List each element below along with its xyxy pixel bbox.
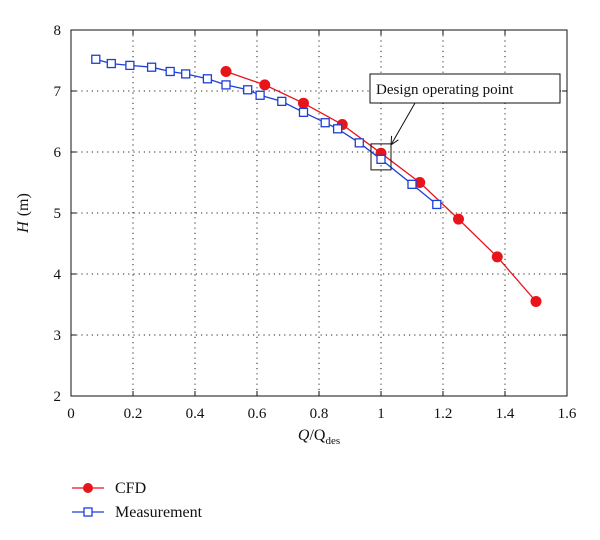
x-tick-label-4: 0.8 xyxy=(310,406,329,422)
grid xyxy=(71,30,567,396)
point-measurement-14 xyxy=(354,138,364,148)
point-measurement-0 xyxy=(91,54,101,64)
point-measurement-16 xyxy=(407,179,417,189)
x-tick-label-8: 1.6 xyxy=(558,406,577,422)
legend: CFD Measurement xyxy=(72,480,203,521)
y-axis-title-h: H xyxy=(15,220,32,234)
point-measurement-8 xyxy=(243,85,253,95)
y-tick-label-2: 4 xyxy=(54,267,62,283)
x-tick-label-6: 1.2 xyxy=(434,406,453,422)
legend-marker-measurement xyxy=(83,507,93,517)
point-measurement-5 xyxy=(181,69,191,79)
y-tick-label-0: 2 xyxy=(54,389,62,405)
y-axis-title: H (m) xyxy=(15,193,32,234)
x-tick-label-5: 1 xyxy=(377,406,385,422)
legend-marker-cfd xyxy=(83,483,93,493)
y-axis-title-unit: (m) xyxy=(15,193,32,216)
point-measurement-13 xyxy=(332,124,343,134)
y-tick-label-6: 8 xyxy=(54,23,62,39)
x-tick-label-7: 1.4 xyxy=(496,406,515,422)
point-cfd-2 xyxy=(298,97,309,109)
point-cfd-6 xyxy=(453,213,464,225)
x-axis-title-sub: des xyxy=(325,435,340,447)
x-tick-label-1: 0.2 xyxy=(124,406,143,422)
y-tick-label-1: 3 xyxy=(54,328,62,344)
x-axis-title-slash: / xyxy=(309,427,314,444)
y-tick-label-3: 5 xyxy=(54,206,62,222)
point-measurement-9 xyxy=(255,90,265,100)
point-measurement-10 xyxy=(277,96,287,107)
legend-item-cfd: CFD xyxy=(72,480,146,497)
annotation-arrow xyxy=(390,102,416,146)
series-measurement xyxy=(91,54,442,210)
annotation-text: Design operating point xyxy=(376,82,514,98)
point-measurement-1 xyxy=(106,58,116,69)
point-cfd-1 xyxy=(259,79,271,91)
point-measurement-15 xyxy=(376,154,386,164)
annotation-design-point: Design operating point xyxy=(369,73,561,171)
y-tick-label-4: 6 xyxy=(54,145,62,161)
tick-layer: 0 0.2 0.4 0.6 0.8 1 1.2 1.4 1.6 2 3 4 5 6 7 8 xyxy=(54,23,577,422)
x-tick-label-3: 0.6 xyxy=(248,406,267,422)
annotation-arrowhead xyxy=(390,135,399,146)
point-measurement-11 xyxy=(298,107,309,117)
point-measurement-12 xyxy=(320,118,330,128)
point-measurement-4 xyxy=(165,66,175,77)
point-measurement-2 xyxy=(125,60,135,71)
point-measurement-7 xyxy=(221,80,231,90)
x-tick-label-0: 0 xyxy=(67,406,75,422)
x-axis-title-denom: Q xyxy=(314,427,326,444)
y-tick-label-5: 7 xyxy=(54,84,62,100)
legend-item-measurement: Measurement xyxy=(72,504,203,521)
legend-label-cfd: CFD xyxy=(115,480,146,497)
point-cfd-0 xyxy=(220,65,232,77)
annotation-target-box xyxy=(370,143,392,171)
x-axis-title: Q/Qdes xyxy=(298,427,340,447)
point-measurement-17 xyxy=(432,199,442,210)
x-tick-label-2: 0.4 xyxy=(186,406,205,422)
annotation-box xyxy=(369,73,561,104)
point-cfd-7 xyxy=(491,251,503,263)
point-measurement-6 xyxy=(202,74,213,84)
x-axis-title-q: Q xyxy=(298,427,310,444)
point-cfd-8 xyxy=(530,295,542,307)
point-measurement-3 xyxy=(146,62,157,72)
legend-label-measurement: Measurement xyxy=(115,504,203,521)
series-layer xyxy=(91,54,542,307)
